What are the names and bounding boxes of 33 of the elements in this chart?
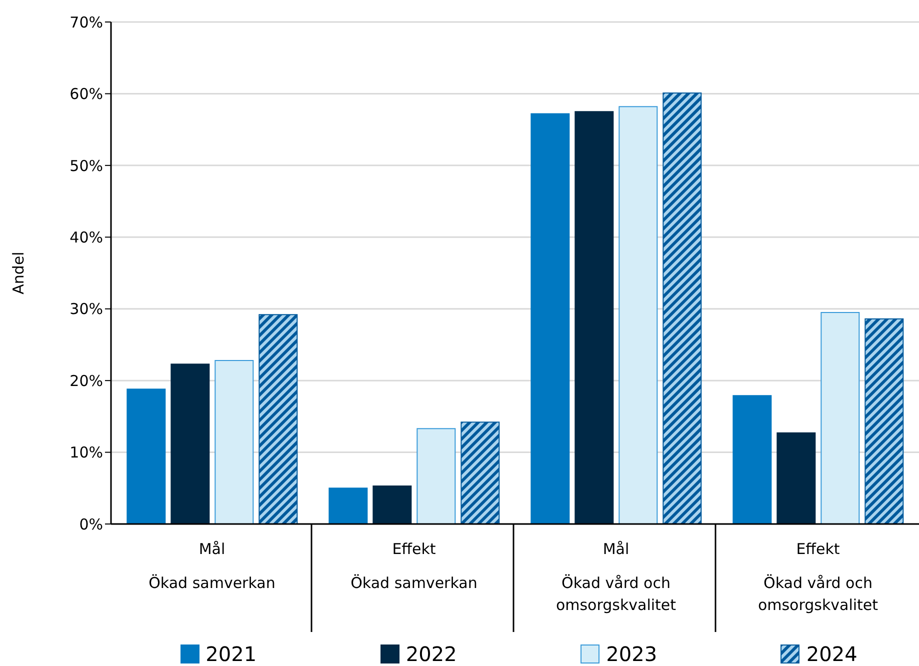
bar: [776, 432, 816, 524]
bar: [214, 360, 254, 524]
bar: [574, 111, 614, 524]
bar: [864, 318, 904, 524]
bar: [530, 113, 570, 524]
legend-label: 2021: [204, 642, 257, 666]
y-tick-label: 0%: [79, 515, 103, 534]
y-tick-label: 70%: [70, 13, 103, 32]
y-tick-label: 50%: [70, 156, 103, 175]
bar: [416, 428, 456, 524]
x-tick-label: Mål Ökad vård och omsorgskvalitet: [556, 540, 676, 614]
bar: [618, 106, 658, 524]
bar: [328, 488, 368, 524]
bar: [126, 388, 166, 524]
y-tick-label: 30%: [70, 300, 103, 318]
bar: [820, 312, 860, 524]
legend-label: 2023: [605, 642, 658, 666]
legend-label: 2022: [404, 642, 457, 666]
x-tick-label: Mål Ökad samverkan: [148, 540, 276, 592]
y-tick-label: 40%: [70, 228, 103, 246]
x-tick-label: Effekt Ökad vård och omsorgskvalitet: [758, 540, 878, 614]
y-tick-label: 60%: [70, 85, 103, 104]
bar: [170, 364, 210, 524]
bar: [460, 422, 500, 524]
bar: [372, 485, 412, 524]
legend-label: 2024: [805, 642, 858, 666]
bar: [662, 92, 702, 524]
x-tick-label: Effekt Ökad samverkan: [350, 540, 478, 592]
bar: [732, 395, 772, 524]
y-tick-label: 20%: [70, 372, 103, 390]
bar: [258, 314, 298, 524]
y-axis-title: Andel: [9, 252, 28, 294]
y-tick-label: 10%: [70, 444, 103, 462]
